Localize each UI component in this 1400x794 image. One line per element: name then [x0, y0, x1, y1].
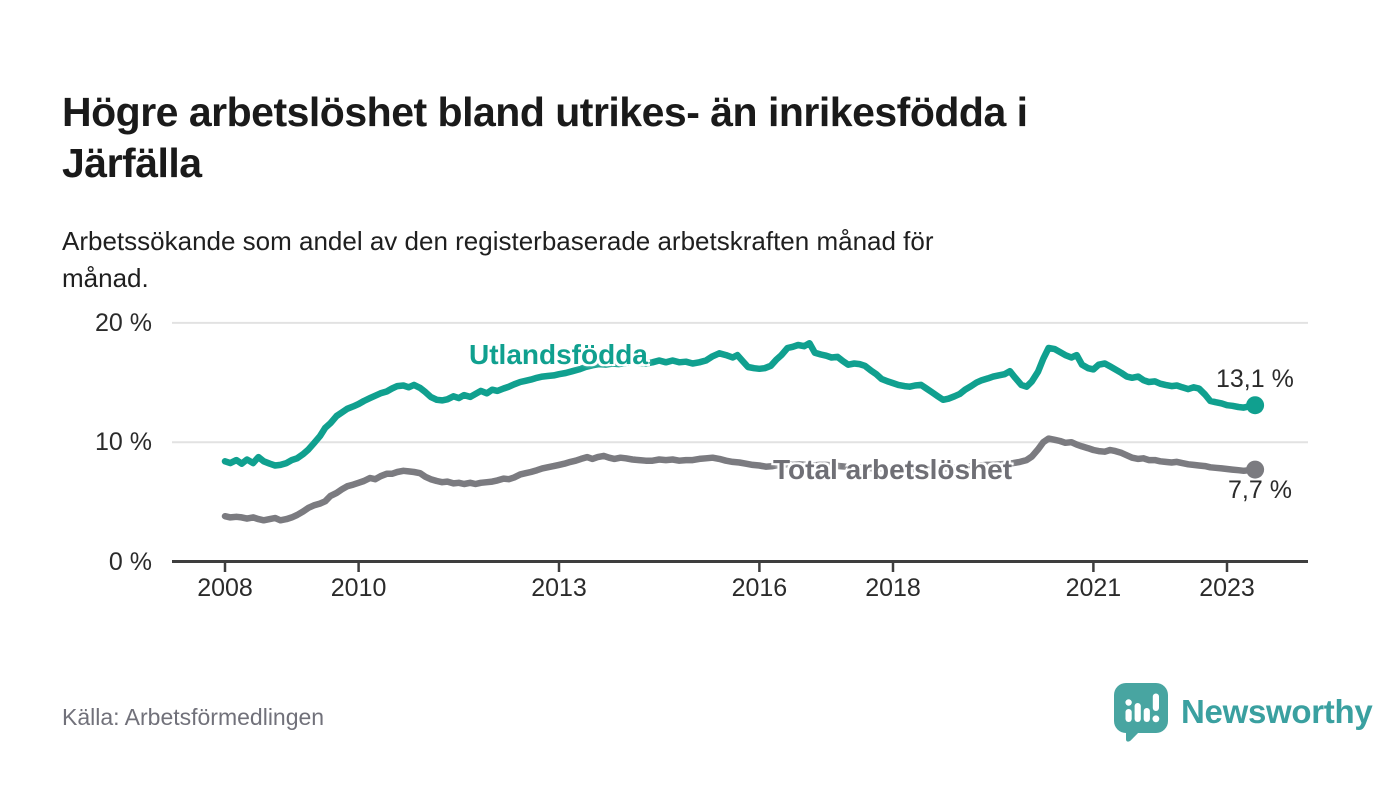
- end-value-label-total: 7,7 %: [1228, 476, 1292, 504]
- end-value-label-utlandsfodda: 13,1 %: [1216, 365, 1294, 393]
- x-tick-label: 2023: [1199, 574, 1255, 602]
- page-title-line-1: Högre arbetslöshet bland utrikes- än inr…: [62, 89, 1028, 136]
- x-tick-label: 2010: [330, 574, 387, 602]
- x-tick-label: 2016: [731, 574, 788, 602]
- source-attribution: Källa: Arbetsförmedlingen: [62, 704, 325, 730]
- newsworthy-logo-icon: [1114, 683, 1168, 742]
- chart-subtitle-line-1: Arbetssökande som andel av den registerb…: [62, 226, 934, 256]
- newsworthy-brand: Newsworthy: [1113, 682, 1373, 742]
- page-title: Högre arbetslöshet bland utrikes- än inr…: [62, 87, 1362, 189]
- chart-subtitle-line-2: månad.: [62, 263, 149, 293]
- series-label-utlandsfodda: Utlandsfödda: [469, 339, 648, 370]
- x-tick-label: 2018: [865, 574, 921, 602]
- y-tick-label-10: 10 %: [95, 428, 152, 456]
- chart-subtitle: Arbetssökande som andel av den registerb…: [62, 223, 1362, 297]
- x-tick-label: 2008: [197, 574, 253, 602]
- page-title-line-2: Järfälla: [62, 140, 202, 187]
- y-tick-label-20: 20 %: [95, 309, 152, 337]
- x-tick-label: 2021: [1065, 574, 1122, 602]
- series-label-total-arbetsloshet: Total arbetslöshet: [773, 454, 1013, 485]
- newsworthy-wordmark: Newsworthy: [1181, 693, 1373, 730]
- y-tick-label-0: 0 %: [108, 548, 152, 576]
- x-tick-label: 2013: [531, 574, 587, 602]
